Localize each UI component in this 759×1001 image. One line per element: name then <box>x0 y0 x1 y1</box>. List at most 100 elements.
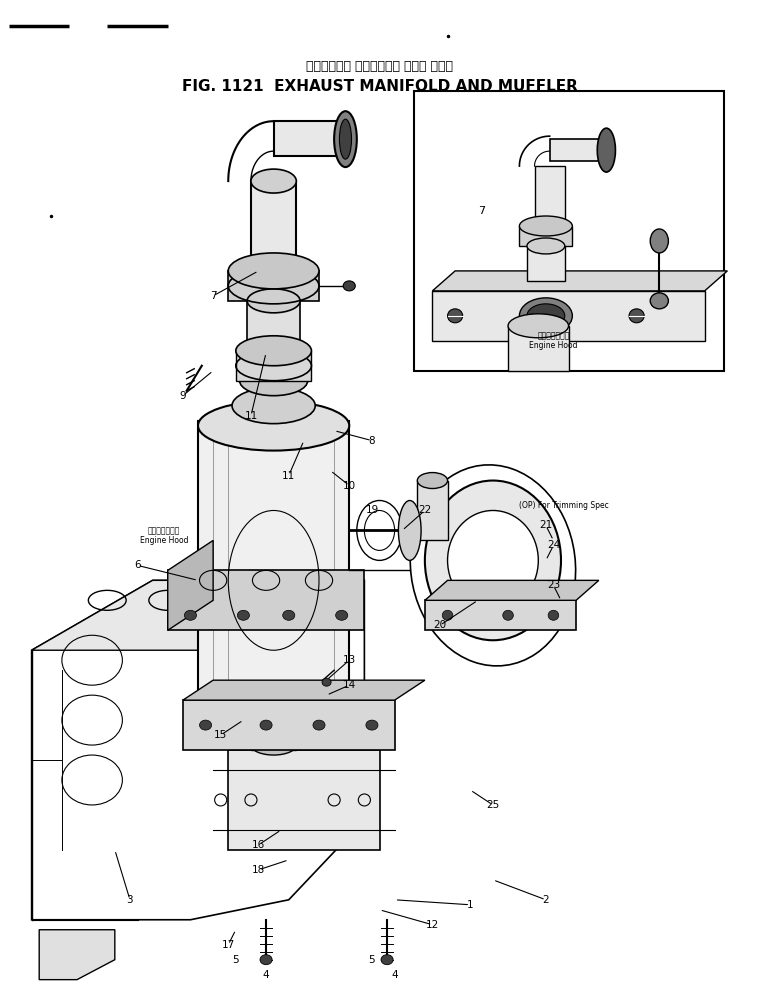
Polygon shape <box>433 271 727 291</box>
Text: Engine Hood: Engine Hood <box>140 536 188 545</box>
Ellipse shape <box>417 472 448 488</box>
Text: 6: 6 <box>134 561 141 571</box>
Ellipse shape <box>228 253 319 289</box>
Ellipse shape <box>251 735 296 755</box>
Text: 20: 20 <box>433 621 446 631</box>
Bar <box>550 139 603 161</box>
Ellipse shape <box>502 611 513 621</box>
Text: 17: 17 <box>222 940 235 950</box>
Ellipse shape <box>238 611 250 621</box>
Ellipse shape <box>650 293 669 309</box>
Ellipse shape <box>398 500 421 561</box>
Ellipse shape <box>260 955 272 965</box>
Bar <box>251 181 296 271</box>
Text: 5: 5 <box>369 955 375 965</box>
Polygon shape <box>168 571 364 631</box>
Polygon shape <box>236 350 311 380</box>
Text: 24: 24 <box>546 541 560 551</box>
Polygon shape <box>251 700 296 750</box>
Text: 18: 18 <box>252 865 265 875</box>
Ellipse shape <box>251 169 296 193</box>
Ellipse shape <box>442 611 453 621</box>
Ellipse shape <box>381 955 393 965</box>
Ellipse shape <box>548 611 559 621</box>
Text: 9: 9 <box>180 390 186 400</box>
Ellipse shape <box>282 611 294 621</box>
Text: エンジンフード: エンジンフード <box>537 331 569 340</box>
Ellipse shape <box>260 720 272 730</box>
Ellipse shape <box>448 309 463 322</box>
Text: 23: 23 <box>546 581 560 591</box>
Ellipse shape <box>527 304 565 327</box>
Text: エキゾースト マニホールド および マフラ: エキゾースト マニホールド および マフラ <box>306 60 453 73</box>
Text: 7: 7 <box>209 291 216 301</box>
Ellipse shape <box>236 335 311 365</box>
Text: 25: 25 <box>487 800 499 810</box>
Polygon shape <box>425 581 599 601</box>
Ellipse shape <box>335 611 348 621</box>
Text: エンジンフード: エンジンフード <box>148 526 180 535</box>
Ellipse shape <box>508 314 568 337</box>
Ellipse shape <box>366 720 378 730</box>
Text: 12: 12 <box>426 920 439 930</box>
Ellipse shape <box>629 309 644 322</box>
Ellipse shape <box>251 695 296 715</box>
Text: 16: 16 <box>252 840 265 850</box>
Text: Engine Hood: Engine Hood <box>529 341 578 350</box>
Polygon shape <box>32 581 364 651</box>
Ellipse shape <box>519 216 572 236</box>
Text: 4: 4 <box>392 970 398 980</box>
Text: FIG. 1121  EXHAUST MANIFOLD AND MUFFLER: FIG. 1121 EXHAUST MANIFOLD AND MUFFLER <box>181 79 578 94</box>
Text: 2: 2 <box>543 895 550 905</box>
Text: 10: 10 <box>343 480 356 490</box>
Text: 19: 19 <box>365 506 379 516</box>
Text: 5: 5 <box>232 955 239 965</box>
Ellipse shape <box>232 387 315 423</box>
Bar <box>527 246 565 281</box>
Ellipse shape <box>322 679 331 686</box>
Ellipse shape <box>247 289 300 313</box>
Bar <box>274 121 342 156</box>
Ellipse shape <box>339 119 351 159</box>
Polygon shape <box>183 681 425 700</box>
Text: 11: 11 <box>244 410 257 420</box>
Ellipse shape <box>240 365 307 395</box>
Text: 7: 7 <box>478 206 485 216</box>
Ellipse shape <box>343 281 355 291</box>
Ellipse shape <box>200 720 212 730</box>
Polygon shape <box>32 581 364 920</box>
Text: (OP) For Trimming Spec: (OP) For Trimming Spec <box>519 500 609 510</box>
Bar <box>198 420 349 720</box>
Ellipse shape <box>198 400 349 450</box>
Bar <box>247 301 300 350</box>
Polygon shape <box>228 750 380 850</box>
Polygon shape <box>433 291 704 340</box>
Text: 3: 3 <box>127 895 134 905</box>
Ellipse shape <box>184 611 197 621</box>
Text: 22: 22 <box>418 506 432 516</box>
Bar <box>508 325 568 370</box>
Polygon shape <box>228 271 319 301</box>
Ellipse shape <box>597 128 616 172</box>
Ellipse shape <box>448 511 538 611</box>
Bar <box>519 226 572 246</box>
Ellipse shape <box>198 695 349 745</box>
Text: 1: 1 <box>467 900 474 910</box>
Ellipse shape <box>313 720 325 730</box>
Bar <box>417 480 448 541</box>
Text: 8: 8 <box>369 435 375 445</box>
Bar <box>414 91 723 370</box>
Text: 4: 4 <box>263 970 269 980</box>
Text: 14: 14 <box>342 680 356 690</box>
Text: 13: 13 <box>342 656 356 666</box>
Text: 21: 21 <box>539 521 553 531</box>
Ellipse shape <box>527 238 565 254</box>
Ellipse shape <box>334 111 357 167</box>
Polygon shape <box>39 930 115 980</box>
Ellipse shape <box>519 298 572 333</box>
Polygon shape <box>425 601 576 631</box>
Polygon shape <box>183 700 395 750</box>
Bar <box>534 166 565 226</box>
Ellipse shape <box>650 229 669 253</box>
Polygon shape <box>168 541 213 631</box>
